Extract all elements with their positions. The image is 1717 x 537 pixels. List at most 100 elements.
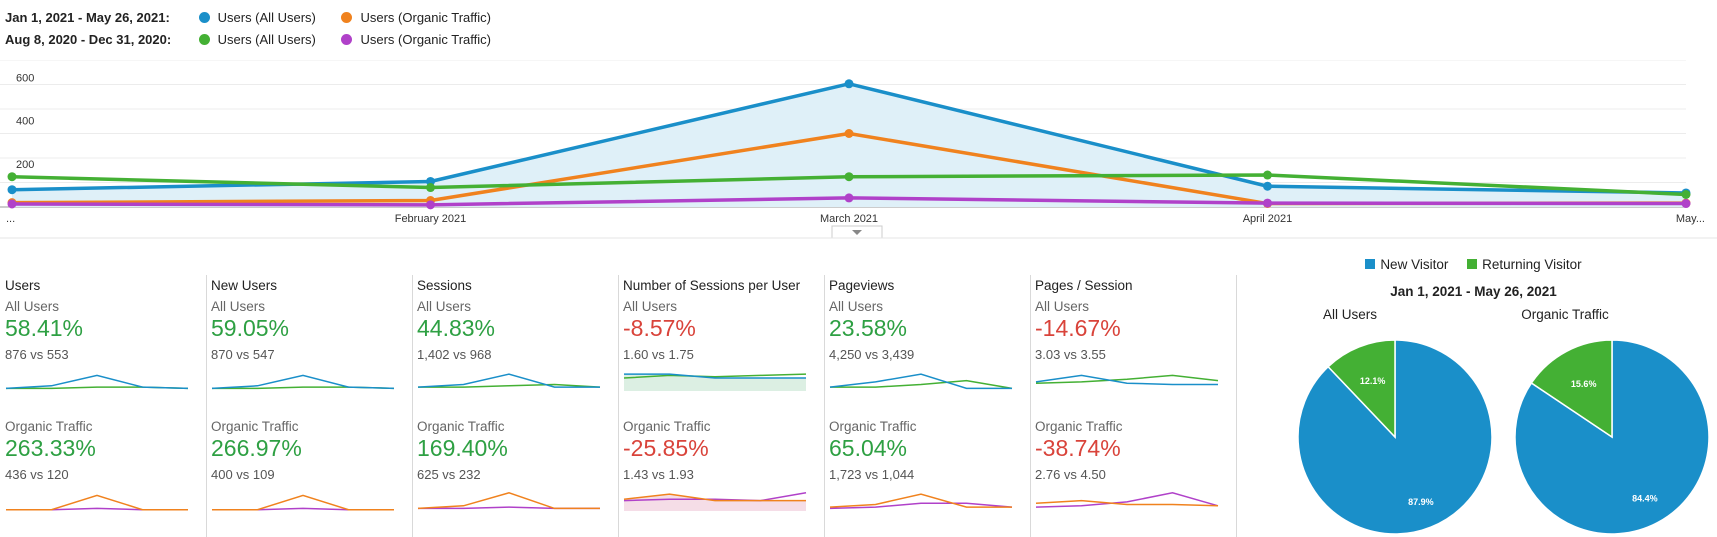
metric-title: Pages / Session <box>1035 278 1133 293</box>
sparkline <box>212 494 394 511</box>
sparkline <box>623 373 807 391</box>
comparison-values: 625 vs 232 <box>417 467 481 482</box>
legend-item[interactable]: Users (Organic Traffic) <box>341 32 491 47</box>
sparkline-series <box>1035 374 1218 386</box>
sparkline-series <box>829 373 1012 390</box>
slice-label: 84.4% <box>1632 494 1658 504</box>
pie-slice[interactable] <box>1327 339 1396 439</box>
sparkline-series <box>417 373 600 388</box>
data-point[interactable] <box>1681 189 1691 199</box>
metric-title: Number of Sessions per User <box>623 278 801 293</box>
sparkline-series <box>830 379 1013 390</box>
scorecard-number-of-sessions-per-user[interactable]: Number of Sessions per User All Users -8.5… <box>618 275 825 537</box>
sparkline <box>6 494 188 511</box>
data-point[interactable] <box>426 183 435 193</box>
data-point[interactable] <box>844 193 854 203</box>
scorecard-users[interactable]: Users All Users 58.41% 876 vs 553 Organic Tr… <box>0 275 207 537</box>
collapse-tab[interactable] <box>831 225 883 239</box>
metric-title: Pageviews <box>829 278 895 293</box>
segment-label: Organic Traffic <box>417 419 505 434</box>
legend-label: Users (All Users) <box>217 32 316 47</box>
y-tick-label: 600 <box>16 72 34 84</box>
y-tick-label: 200 <box>16 159 34 171</box>
slice-label: 87.9% <box>1408 497 1434 507</box>
pie-legend-item[interactable]: Returning Visitor <box>1467 257 1582 272</box>
comparison-values: 400 vs 109 <box>211 467 275 482</box>
percent-change: 263.33% <box>5 435 96 461</box>
data-point[interactable] <box>7 185 17 195</box>
sparkline-series <box>6 494 188 511</box>
comparison-values: 1.60 vs 1.75 <box>623 347 694 362</box>
x-tick-label: February 2021 <box>395 213 467 225</box>
sparkline-series <box>1035 499 1219 507</box>
sparkline-series <box>212 494 394 511</box>
sparkline <box>5 374 189 390</box>
data-point[interactable] <box>844 79 854 89</box>
percent-change: 169.40% <box>417 435 508 461</box>
metric-title: New Users <box>211 278 278 293</box>
legend-item[interactable]: Users (All Users) <box>198 10 316 25</box>
scorecard-pages-session[interactable]: Pages / Session All Users -14.67% 3.03 vs 3… <box>1030 275 1237 537</box>
data-point[interactable] <box>7 199 17 209</box>
pie-legend-label: Returning Visitor <box>1482 257 1582 272</box>
legend-item[interactable]: Users (All Users) <box>198 32 316 47</box>
percent-change: 44.83% <box>417 315 496 341</box>
legend-item[interactable]: Users (Organic Traffic) <box>341 10 491 25</box>
legend-dot-icon <box>198 12 210 23</box>
segment-label: All Users <box>5 299 60 314</box>
percent-change: 58.41% <box>5 315 84 341</box>
sparkline-series <box>1035 374 1219 384</box>
pie-legend-label: New Visitor <box>1380 257 1449 272</box>
sparkline-series <box>624 373 806 379</box>
sparkline <box>417 373 601 388</box>
segment-label: All Users <box>417 299 472 314</box>
slice-label: 15.6% <box>1571 379 1597 389</box>
segment-label: All Users <box>829 299 884 314</box>
comparison-values: 870 vs 547 <box>211 347 275 362</box>
segment-label: All Users <box>1035 299 1090 314</box>
sparkline-series <box>829 502 1013 510</box>
data-point[interactable] <box>7 172 17 182</box>
segment-label: All Users <box>623 299 678 314</box>
segment-label: Organic Traffic <box>829 419 917 434</box>
sparkline-series <box>623 373 807 379</box>
sparkline <box>1035 374 1219 386</box>
data-point[interactable] <box>426 200 435 210</box>
data-point[interactable] <box>1263 170 1272 180</box>
data-point[interactable] <box>844 129 854 138</box>
data-point[interactable] <box>1263 181 1272 191</box>
data-point[interactable] <box>844 172 854 182</box>
sparkline <box>829 373 1013 390</box>
sparkline <box>623 492 807 511</box>
legend-period-current: Jan 1, 2021 - May 26, 2021: <box>5 10 170 25</box>
square-icon <box>1467 259 1478 269</box>
pie-slice[interactable] <box>1530 339 1613 439</box>
segment-label: Organic Traffic <box>623 419 711 434</box>
x-tick-label: March 2021 <box>820 213 878 225</box>
scorecard-new-users[interactable]: New Users All Users 59.05% 870 vs 547 Organi… <box>206 275 413 537</box>
legend-dot-icon <box>198 34 210 45</box>
data-point[interactable] <box>1681 199 1691 209</box>
sparkline-area <box>624 494 806 511</box>
sparkline-series <box>418 383 601 388</box>
legend-label: Users (All Users) <box>217 10 316 25</box>
scorecard-sessions[interactable]: Sessions All Users 44.83% 1,402 vs 968 Organ… <box>412 275 619 537</box>
legend-row-1: Jan 1, 2021 - May 26, 2021: Users (All U… <box>5 10 513 25</box>
metric-title: Sessions <box>417 278 472 293</box>
percent-change: -38.74% <box>1035 435 1121 461</box>
percent-change: 23.58% <box>829 315 908 341</box>
data-point[interactable] <box>1263 198 1272 208</box>
segment-label: Organic Traffic <box>1035 419 1123 434</box>
percent-change: -14.67% <box>1035 315 1121 341</box>
legend-label: Users (Organic Traffic) <box>360 32 491 47</box>
comparison-values: 3.03 vs 3.55 <box>1035 347 1106 362</box>
sparkline <box>1035 492 1219 508</box>
comparison-values: 4,250 vs 3,439 <box>829 347 915 362</box>
percent-change: 59.05% <box>211 315 290 341</box>
scorecard-pageviews[interactable]: Pageviews All Users 23.58% 4,250 vs 3,439 Or… <box>824 275 1031 537</box>
legend-label: Users (Organic Traffic) <box>360 10 491 25</box>
pie-legend-item[interactable]: New Visitor <box>1365 257 1448 272</box>
comparison-values: 876 vs 553 <box>5 347 69 362</box>
pie-slice[interactable] <box>1514 339 1710 535</box>
sparkline-series <box>623 493 806 502</box>
